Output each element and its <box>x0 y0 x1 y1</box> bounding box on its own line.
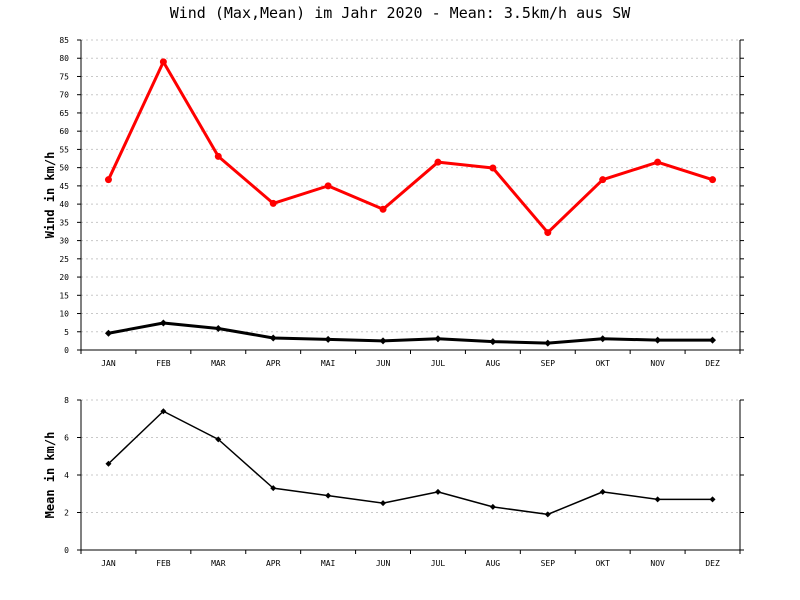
data-point <box>654 496 661 503</box>
max-mean-panel: 0 5 10 15 20 25 30 35 40 45 50 55 60 65 70 75 80 85 JAN FEB… <box>43 36 744 368</box>
x-tick-label: AUG <box>486 559 501 568</box>
x-tick-label: FEB <box>156 359 171 368</box>
series-line-0 <box>107 60 713 235</box>
data-point <box>599 176 607 184</box>
x-tick-label: MAI <box>321 559 336 568</box>
y-tick-label: 20 <box>59 273 69 282</box>
x-tick-label: FEB <box>156 559 171 568</box>
y-tick-label: 0 <box>64 346 69 355</box>
y-tick-label: 65 <box>59 109 69 118</box>
y-tick-label: 5 <box>64 328 69 337</box>
data-point <box>489 503 496 510</box>
data-point <box>709 176 717 184</box>
data-point <box>214 324 222 332</box>
x-tick-label: OKT <box>595 559 610 568</box>
data-point <box>544 511 551 518</box>
x-tick-label: SEP <box>541 559 556 568</box>
data-point <box>489 338 497 346</box>
x-tick-label: JUN <box>376 559 391 568</box>
y-tick-label: 45 <box>59 182 69 191</box>
data-point <box>104 176 112 184</box>
data-point <box>159 58 167 66</box>
data-point <box>654 158 662 166</box>
x-tick-label: APR <box>266 359 281 368</box>
data-point <box>324 182 332 190</box>
y-tick-label: 80 <box>59 54 69 63</box>
mean-panel: 0 2 4 6 8 JAN FEB MAR APR MAI JUN JUL AUG SEP OKT NOV DE… <box>43 396 744 568</box>
data-point <box>709 496 716 503</box>
x-tick-label: OKT <box>595 359 610 368</box>
y-tick-label: 25 <box>59 255 69 264</box>
y-tick-label: 30 <box>59 237 69 246</box>
x-tick-label: NOV <box>650 359 665 368</box>
x-tick-label: JUL <box>431 559 446 568</box>
data-point <box>709 336 717 344</box>
x-tick-label: SEP <box>541 359 556 368</box>
y-tick-label: 75 <box>59 72 69 81</box>
x-tick-label: JUL <box>431 359 446 368</box>
data-point <box>270 485 277 492</box>
x-tick-label: AUG <box>486 359 501 368</box>
x-tick-label: MAR <box>211 559 226 568</box>
data-point <box>380 500 387 507</box>
data-point <box>379 337 387 345</box>
y-tick-label: 0 <box>64 546 69 555</box>
data-point <box>215 436 222 443</box>
y-tick-label: 35 <box>59 218 69 227</box>
data-point <box>379 205 387 213</box>
y-tick-label: 10 <box>59 310 69 319</box>
series-line-0 <box>107 410 713 516</box>
y-tick-label: 8 <box>64 396 69 405</box>
x-tick-label: MAR <box>211 359 226 368</box>
y-tick-label: 40 <box>59 200 69 209</box>
data-point <box>544 339 552 347</box>
data-point <box>489 164 497 172</box>
x-tick-label: JAN <box>101 359 116 368</box>
y-tick-label: 60 <box>59 127 69 136</box>
data-point <box>104 329 112 337</box>
y-tick-label: 70 <box>59 91 69 100</box>
x-tick-label: APR <box>266 559 281 568</box>
y-tick-label: 50 <box>59 164 69 173</box>
data-point <box>654 336 662 344</box>
data-point <box>599 488 606 495</box>
y-axis-label: Wind in km/h <box>43 152 57 239</box>
y-tick-label: 55 <box>59 145 69 154</box>
y-tick-label: 4 <box>64 471 69 480</box>
data-point <box>434 335 442 343</box>
data-point <box>214 152 222 160</box>
data-point <box>434 488 441 495</box>
data-point <box>269 334 277 342</box>
x-tick-label: DEZ <box>705 359 720 368</box>
data-point <box>434 158 442 166</box>
chart-title: Wind (Max,Mean) im Jahr 2020 - Mean: 3.5… <box>170 4 632 22</box>
x-tick-label: JAN <box>101 559 116 568</box>
series-line-1 <box>108 321 713 345</box>
data-point <box>105 460 112 467</box>
x-tick-label: JUN <box>376 359 391 368</box>
data-point <box>160 408 167 415</box>
x-tick-label: DEZ <box>705 559 720 568</box>
y-axis-label: Mean in km/h <box>43 432 57 519</box>
data-point <box>324 335 332 343</box>
x-tick-label: MAI <box>321 359 336 368</box>
y-tick-label: 85 <box>59 36 69 45</box>
y-tick-label: 15 <box>59 291 69 300</box>
data-point <box>269 199 277 207</box>
data-point <box>544 229 552 237</box>
data-point <box>325 492 332 499</box>
y-tick-label: 6 <box>64 434 69 443</box>
data-point <box>599 335 607 343</box>
data-point <box>159 319 167 327</box>
x-tick-label: NOV <box>650 559 665 568</box>
y-tick-label: 2 <box>64 509 69 518</box>
